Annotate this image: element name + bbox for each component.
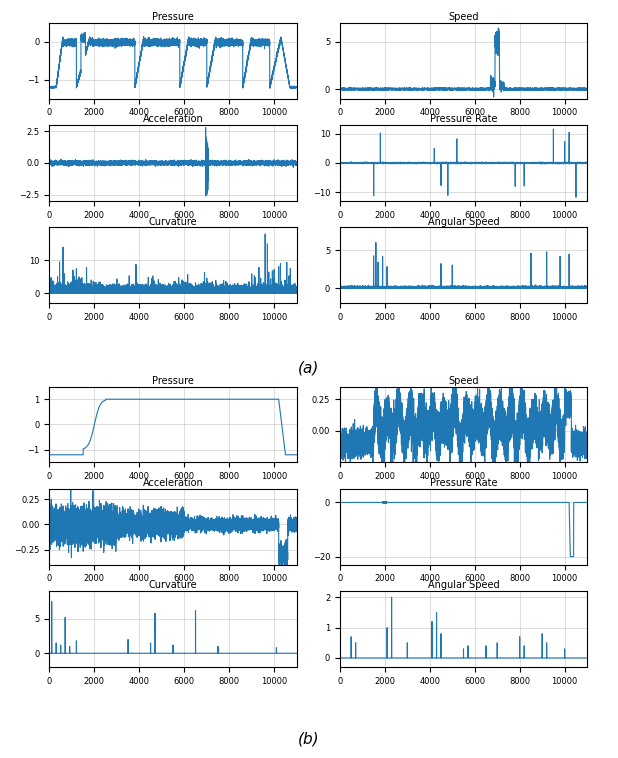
Title: Pressure: Pressure [152, 12, 194, 22]
Title: Pressure: Pressure [152, 376, 194, 386]
Title: Acceleration: Acceleration [143, 114, 203, 124]
Text: (a): (a) [298, 360, 320, 375]
Title: Angular Speed: Angular Speed [428, 217, 499, 227]
Title: Speed: Speed [448, 376, 479, 386]
Title: Angular Speed: Angular Speed [428, 581, 499, 590]
Title: Curvature: Curvature [149, 217, 197, 227]
Title: Speed: Speed [448, 12, 479, 22]
Title: Pressure Rate: Pressure Rate [430, 114, 497, 124]
Title: Curvature: Curvature [149, 581, 197, 590]
Text: (b): (b) [298, 731, 320, 747]
Title: Pressure Rate: Pressure Rate [430, 478, 497, 488]
Title: Acceleration: Acceleration [143, 478, 203, 488]
